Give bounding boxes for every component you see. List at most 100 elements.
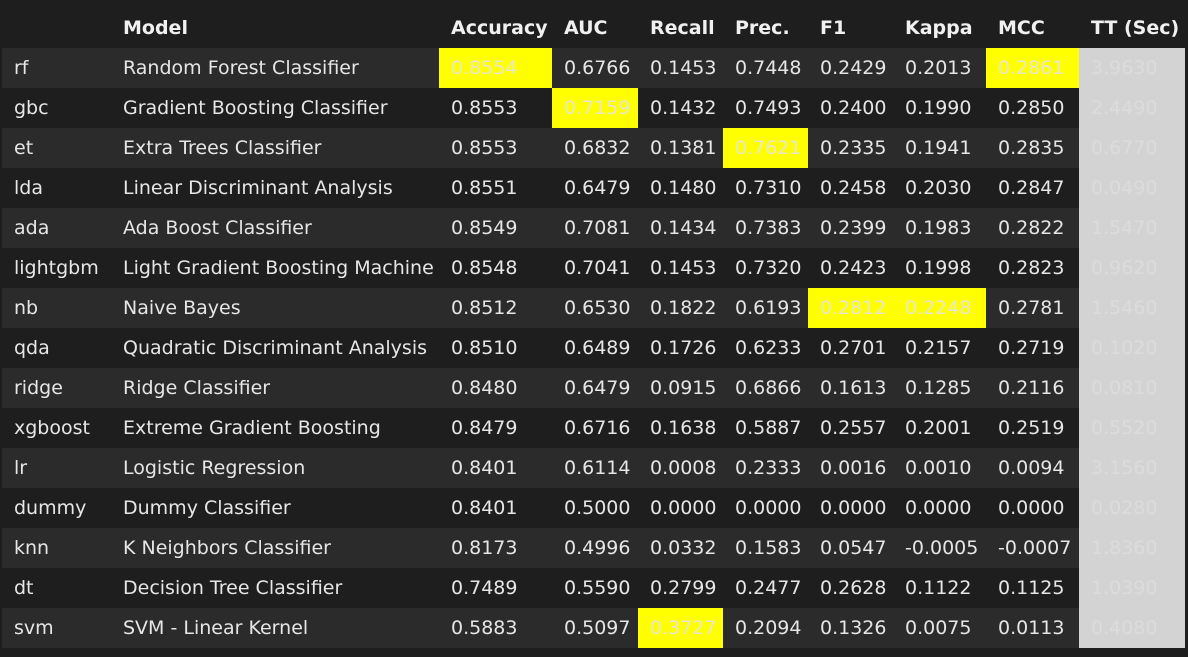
cell-model: Linear Discriminant Analysis <box>111 168 439 208</box>
cell-model: Extreme Gradient Boosting <box>111 408 439 448</box>
cell-auc: 0.6479 <box>552 168 638 208</box>
cell-kappa: 0.1998 <box>893 248 986 288</box>
cell-prec: 0.7621 <box>723 128 808 168</box>
cell-prec: 0.7448 <box>723 48 808 88</box>
cell-id: dummy <box>2 488 111 528</box>
column-header-index <box>2 8 111 48</box>
cell-mcc: 0.2519 <box>986 408 1079 448</box>
cell-recall: 0.1638 <box>638 408 723 448</box>
cell-recall: 0.1480 <box>638 168 723 208</box>
cell-prec: 0.7310 <box>723 168 808 208</box>
cell-kappa: 0.0075 <box>893 608 986 648</box>
table-row: gbc Gradient Boosting Classifier 0.8553 0.7… <box>2 88 1185 128</box>
cell-kappa: 0.2001 <box>893 408 986 448</box>
table-row: ada Ada Boost Classifier 0.8549 0.7081 0.143… <box>2 208 1185 248</box>
cell-kappa: 0.1941 <box>893 128 986 168</box>
cell-recall: 0.2799 <box>638 568 723 608</box>
table-row: ridge Ridge Classifier 0.8480 0.6479 0.0915 0… <box>2 368 1185 408</box>
table-row: lda Linear Discriminant Analysis 0.8551 0.6… <box>2 168 1185 208</box>
column-header-prec: Prec. <box>723 8 808 48</box>
cell-model: Quadratic Discriminant Analysis <box>111 328 439 368</box>
cell-mcc: 0.2850 <box>986 88 1079 128</box>
cell-tt: 1.5470 <box>1079 208 1185 248</box>
cell-tt: 0.9620 <box>1079 248 1185 288</box>
table-row: knn K Neighbors Classifier 0.8173 0.4996 0.0… <box>2 528 1185 568</box>
table-row: nb Naive Bayes 0.8512 0.6530 0.1822 0.6193 0.2… <box>2 288 1185 328</box>
cell-recall: 0.0008 <box>638 448 723 488</box>
cell-auc: 0.6114 <box>552 448 638 488</box>
cell-prec: 0.2094 <box>723 608 808 648</box>
cell-accuracy: 0.8548 <box>439 248 552 288</box>
table-row: et Extra Trees Classifier 0.8553 0.6832 0.13… <box>2 128 1185 168</box>
cell-auc: 0.6766 <box>552 48 638 88</box>
cell-accuracy: 0.8401 <box>439 448 552 488</box>
cell-mcc: 0.2835 <box>986 128 1079 168</box>
cell-model: SVM - Linear Kernel <box>111 608 439 648</box>
cell-prec: 0.0000 <box>723 488 808 528</box>
table-row: dummy Dummy Classifier 0.8401 0.5000 0.0000 0… <box>2 488 1185 528</box>
cell-mcc: 0.0113 <box>986 608 1079 648</box>
cell-recall: 0.1453 <box>638 248 723 288</box>
cell-auc: 0.4996 <box>552 528 638 568</box>
cell-id: svm <box>2 608 111 648</box>
cell-model: Random Forest Classifier <box>111 48 439 88</box>
cell-model: Gradient Boosting Classifier <box>111 88 439 128</box>
cell-id: et <box>2 128 111 168</box>
table-row: xgboost Extreme Gradient Boosting 0.8479 0.… <box>2 408 1185 448</box>
column-header-tt: TT (Sec) <box>1079 8 1185 48</box>
cell-kappa: 0.2157 <box>893 328 986 368</box>
cell-f1: 0.0016 <box>808 448 893 488</box>
cell-recall: 0.0332 <box>638 528 723 568</box>
cell-prec: 0.2477 <box>723 568 808 608</box>
cell-recall: 0.1726 <box>638 328 723 368</box>
cell-accuracy: 0.8551 <box>439 168 552 208</box>
cell-auc: 0.5097 <box>552 608 638 648</box>
cell-f1: 0.2701 <box>808 328 893 368</box>
cell-recall: 0.1381 <box>638 128 723 168</box>
cell-recall: 0.0000 <box>638 488 723 528</box>
cell-prec: 0.1583 <box>723 528 808 568</box>
cell-recall: 0.1822 <box>638 288 723 328</box>
cell-id: nb <box>2 288 111 328</box>
cell-kappa: -0.0005 <box>893 528 986 568</box>
cell-f1: 0.0000 <box>808 488 893 528</box>
cell-auc: 0.6479 <box>552 368 638 408</box>
table-row: lightgbm Light Gradient Boosting Machine 0… <box>2 248 1185 288</box>
cell-kappa: 0.1285 <box>893 368 986 408</box>
cell-auc: 0.7081 <box>552 208 638 248</box>
cell-f1: 0.2458 <box>808 168 893 208</box>
cell-model: Ada Boost Classifier <box>111 208 439 248</box>
cell-accuracy: 0.8510 <box>439 328 552 368</box>
table-header: Model Accuracy AUC Recall Prec. F1 Kappa… <box>2 8 1185 48</box>
cell-f1: 0.0547 <box>808 528 893 568</box>
cell-accuracy: 0.8553 <box>439 128 552 168</box>
cell-id: gbc <box>2 88 111 128</box>
column-header-model: Model <box>111 8 439 48</box>
cell-accuracy: 0.8401 <box>439 488 552 528</box>
cell-accuracy: 0.8480 <box>439 368 552 408</box>
cell-kappa: 0.2013 <box>893 48 986 88</box>
cell-prec: 0.6866 <box>723 368 808 408</box>
cell-model: Logistic Regression <box>111 448 439 488</box>
cell-f1: 0.2423 <box>808 248 893 288</box>
column-header-auc: AUC <box>552 8 638 48</box>
cell-prec: 0.7320 <box>723 248 808 288</box>
cell-kappa: 0.0000 <box>893 488 986 528</box>
cell-mcc: 0.2822 <box>986 208 1079 248</box>
cell-kappa: 0.0010 <box>893 448 986 488</box>
cell-tt: 2.4490 <box>1079 88 1185 128</box>
cell-prec: 0.7493 <box>723 88 808 128</box>
cell-mcc: -0.0007 <box>986 528 1079 568</box>
cell-auc: 0.6716 <box>552 408 638 448</box>
cell-accuracy: 0.8479 <box>439 408 552 448</box>
cell-tt: 3.9630 <box>1079 48 1185 88</box>
cell-id: rf <box>2 48 111 88</box>
cell-model: Extra Trees Classifier <box>111 128 439 168</box>
cell-f1: 0.2557 <box>808 408 893 448</box>
cell-id: lr <box>2 448 111 488</box>
cell-f1: 0.2812 <box>808 288 893 328</box>
cell-tt: 0.0280 <box>1079 488 1185 528</box>
cell-f1: 0.1613 <box>808 368 893 408</box>
cell-tt: 0.0490 <box>1079 168 1185 208</box>
